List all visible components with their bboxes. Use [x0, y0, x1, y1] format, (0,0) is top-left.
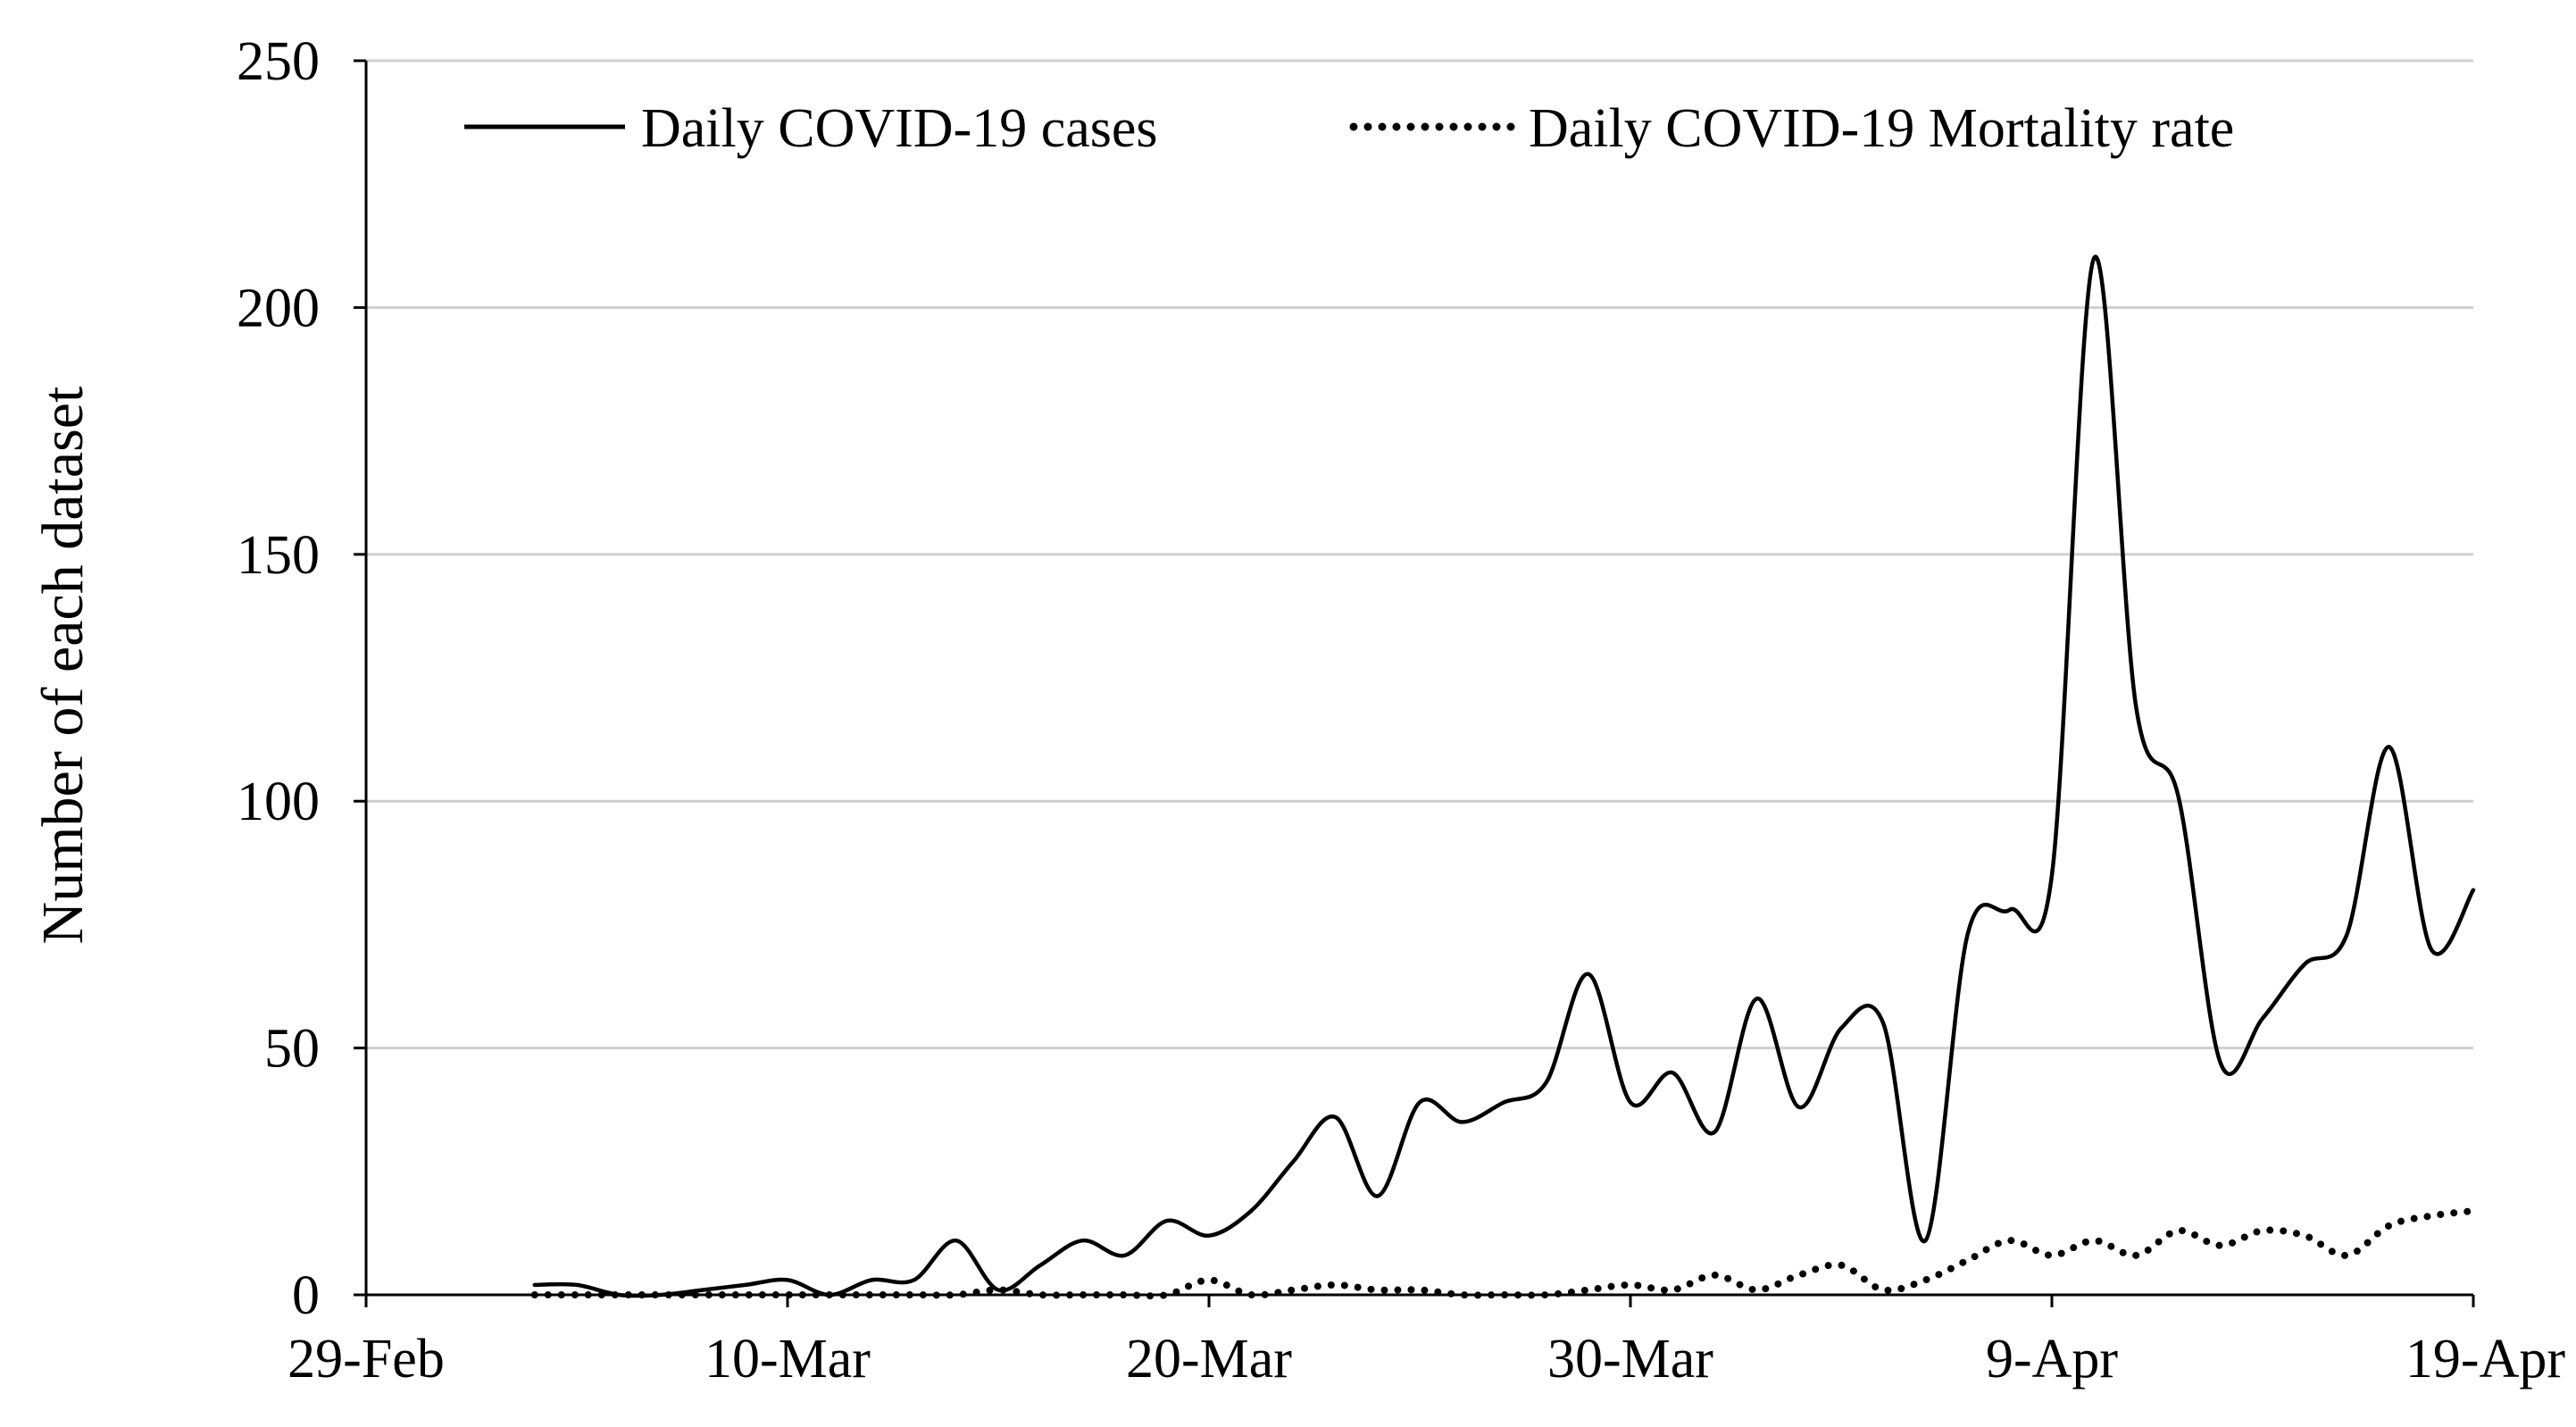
- y-tick-label: 0: [292, 1265, 320, 1326]
- y-tick-label: 100: [237, 772, 320, 832]
- x-tick-label: 30-Mar: [1547, 1329, 1713, 1389]
- axes: [354, 59, 2475, 1307]
- legend-label-cases: Daily COVID-19 cases: [641, 98, 1158, 159]
- series-line-cases: [532, 255, 2476, 1298]
- x-tick-labels: 29-Feb 10-Mar 20-Mar 30-Mar 9-Apr 19-Apr: [288, 1329, 2565, 1389]
- y-tick-label: 50: [264, 1019, 320, 1080]
- legend: Daily COVID-19 cases Daily COVID-19 Mort…: [464, 98, 2234, 159]
- x-tick-label: 20-Mar: [1126, 1329, 1292, 1389]
- series-line-mortality: [530, 1207, 2477, 1300]
- y-tick-label: 150: [237, 525, 320, 586]
- y-tick-label: 200: [237, 278, 320, 338]
- series-lines: [530, 255, 2477, 1300]
- y-tick-label: 250: [237, 31, 320, 92]
- legend-label-mortality: Daily COVID-19 Mortality rate: [1529, 98, 2234, 159]
- gridlines: [366, 59, 2473, 1050]
- x-tick-label: 10-Mar: [704, 1329, 871, 1389]
- x-tick-label: 9-Apr: [1986, 1329, 2118, 1389]
- x-tick-label: 29-Feb: [288, 1329, 445, 1389]
- x-tick-label: 19-Apr: [2405, 1329, 2565, 1389]
- y-tick-labels: 0 50 100 150 200 250: [237, 31, 320, 1326]
- y-axis-title: Number of each dataset: [30, 387, 96, 945]
